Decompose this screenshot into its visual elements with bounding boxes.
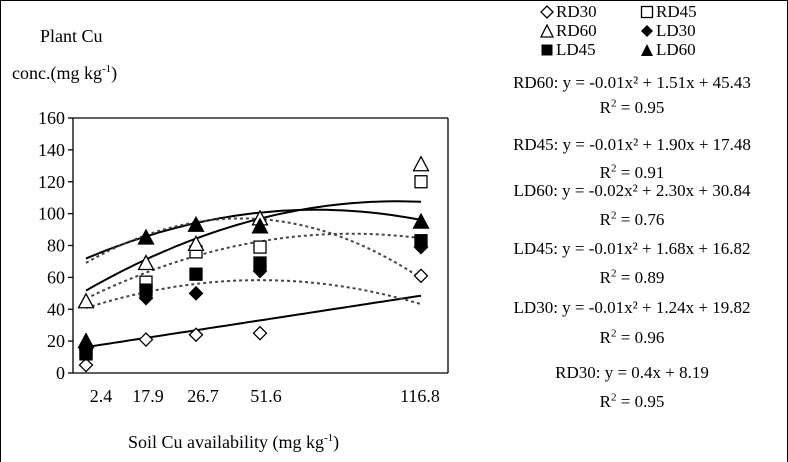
- data-point-rd30: [252, 325, 268, 341]
- y-tick-label: 40: [47, 299, 65, 319]
- equation-ld60: LD60: y = -0.02x² + 2.30x + 30.84: [513, 181, 751, 200]
- r2-rd45: R2 = 0.91: [599, 162, 665, 182]
- square-filled-icon: [541, 44, 553, 56]
- triangle-open-icon: [540, 24, 554, 38]
- data-point-ld60: [187, 215, 205, 232]
- y-tick-label: 60: [47, 267, 65, 287]
- legend-item-ld30: LD30: [640, 22, 696, 40]
- equation-rd30: RD30: y = 0.4x + 8.19: [555, 363, 709, 382]
- equation-rd45: RD45: y = -0.01x² + 1.90x + 17.48: [513, 135, 751, 154]
- data-point-rd60: [412, 155, 430, 172]
- data-point-ld45: [189, 267, 203, 281]
- data-point-ld45: [79, 347, 93, 361]
- equation-ld45: LD45: y = -0.01x² + 1.68x + 16.82: [513, 239, 751, 258]
- legend-item-ld60: LD60: [640, 41, 696, 59]
- data-point-rd60: [187, 235, 205, 252]
- data-point-rd30: [413, 268, 429, 284]
- triangle-filled-icon: [641, 44, 653, 56]
- x-tick-label: 2.4: [90, 386, 113, 406]
- equation-ld30: LD30: y = -0.01x² + 1.24x + 19.82: [513, 298, 751, 317]
- x-axis-label: Soil Cu availability (mg kg-1): [128, 432, 340, 452]
- data-point-ld60: [137, 228, 155, 245]
- data-point-rd60: [77, 292, 95, 309]
- legend-item-rd60: RD60: [540, 22, 597, 40]
- data-point-ld60: [77, 332, 95, 349]
- y-axis-label-line2: conc.(mg kg-1): [12, 63, 118, 83]
- r2-rd30: R2 = 0.95: [599, 391, 665, 411]
- data-point-rd30: [188, 327, 204, 343]
- data-point-rd30: [78, 357, 94, 373]
- trendline-rd45: [85, 200, 422, 292]
- x-tick-label: 17.9: [132, 386, 164, 406]
- data-point-ld60: [251, 217, 269, 234]
- legend-item-ld45: LD45: [540, 41, 596, 59]
- y-tick-label: 140: [38, 140, 65, 160]
- y-tick-label: 100: [38, 204, 65, 224]
- y-tick-label: 160: [38, 108, 65, 128]
- x-tick-label: 116.8: [400, 386, 440, 406]
- y-tick-label: 20: [47, 331, 65, 351]
- trendline-ld45: [85, 232, 422, 300]
- trendline-ld30: [85, 279, 422, 309]
- r2-rd60: R2 = 0.95: [599, 97, 665, 117]
- r2-ld45: R2 = 0.89: [599, 267, 665, 287]
- data-point-rd30: [138, 332, 154, 347]
- r2-ld60: R2 = 0.76: [599, 209, 665, 229]
- data-point-ld60: [412, 212, 430, 229]
- equation-rd60: RD60: y = -0.01x² + 1.51x + 45.43: [513, 73, 751, 92]
- r2-ld30: R2 = 0.96: [599, 327, 665, 347]
- data-point-ld45: [253, 256, 267, 270]
- data-point-rd45: [253, 240, 267, 254]
- diamond-open-icon: [540, 5, 554, 19]
- y-axis-label-line1: Plant Cu: [40, 26, 103, 46]
- x-tick-label: 51.6: [250, 386, 282, 406]
- square-open-icon: [640, 5, 654, 19]
- legend-item-rd45: RD45: [640, 3, 697, 21]
- data-point-ld30: [188, 285, 204, 301]
- data-point-rd60: [137, 254, 155, 271]
- legend-item-rd30: RD30: [540, 3, 597, 21]
- diamond-filled-icon: [641, 25, 653, 37]
- trendline-rd30: [85, 294, 422, 349]
- y-tick-label: 0: [56, 363, 65, 383]
- x-tick-label: 26.7: [187, 386, 219, 406]
- y-tick-label: 120: [38, 172, 65, 192]
- data-point-rd45: [414, 175, 428, 189]
- data-point-ld45: [414, 234, 428, 248]
- y-tick-label: 80: [47, 236, 65, 256]
- data-point-ld45: [139, 283, 153, 297]
